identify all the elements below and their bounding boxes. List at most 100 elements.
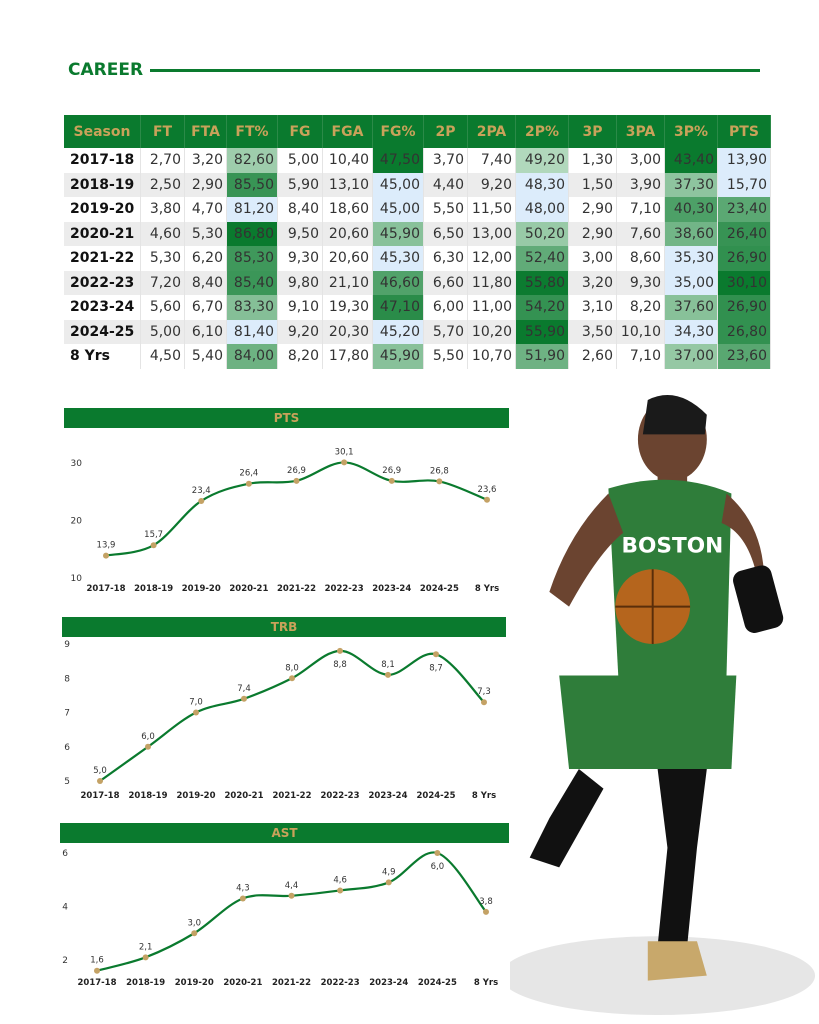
data-point[interactable] — [142, 954, 149, 961]
stat-cell: 81,40 — [226, 319, 278, 344]
stat-cell: 13,10 — [322, 172, 373, 197]
data-point[interactable] — [337, 647, 343, 654]
stat-cell: 81,20 — [226, 197, 278, 222]
data-label: 3,8 — [479, 897, 493, 907]
column-header[interactable]: FT — [140, 115, 185, 148]
stat-cell: 6,60 — [423, 270, 468, 295]
season-cell: 2023-24 — [64, 295, 141, 320]
stat-cell: 10,20 — [467, 319, 516, 344]
stat-cell: 13,00 — [467, 221, 516, 246]
stat-cell: 26,90 — [717, 246, 771, 271]
data-label: 6,0 — [431, 862, 445, 872]
data-label: 4,4 — [285, 881, 299, 891]
data-point[interactable] — [388, 477, 395, 484]
stat-cell: 82,60 — [226, 148, 278, 173]
stat-cell: 3,00 — [568, 246, 617, 271]
data-point[interactable] — [341, 459, 348, 466]
column-header[interactable]: 3P% — [664, 115, 718, 148]
stat-cell: 7,60 — [616, 221, 665, 246]
x-tick-label: 2020-21 — [223, 978, 262, 988]
stat-cell: 37,60 — [664, 295, 718, 320]
stat-cell: 23,60 — [717, 344, 771, 369]
season-cell: 2018-19 — [64, 172, 141, 197]
stat-cell: 2,70 — [140, 148, 185, 173]
stat-cell: 11,00 — [467, 295, 516, 320]
x-tick-label: 2018-19 — [134, 584, 173, 594]
x-tick-label: 2021-22 — [277, 584, 316, 594]
series-line — [96, 851, 487, 972]
stat-cell: 2,90 — [184, 172, 227, 197]
stat-cell: 23,40 — [717, 197, 771, 222]
data-label: 23,4 — [192, 486, 211, 496]
column-header[interactable]: FG% — [372, 115, 424, 148]
data-point[interactable] — [436, 478, 443, 485]
stat-cell: 5,90 — [277, 172, 323, 197]
stat-cell: 47,10 — [372, 295, 424, 320]
data-point[interactable] — [191, 930, 198, 937]
data-point[interactable] — [293, 477, 300, 484]
column-header[interactable]: Season — [64, 115, 141, 148]
column-header[interactable]: 2P — [423, 115, 468, 148]
stat-cell: 6,30 — [423, 246, 468, 271]
stat-cell: 8,60 — [616, 246, 665, 271]
data-point[interactable] — [198, 497, 205, 504]
column-header[interactable]: FT% — [226, 115, 278, 148]
stat-cell: 21,10 — [322, 270, 373, 295]
data-point[interactable] — [145, 743, 151, 750]
season-cell: 2019-20 — [64, 197, 141, 222]
y-tick-label: 6 — [62, 849, 68, 859]
stat-cell: 9,50 — [277, 221, 323, 246]
stat-cell: 86,80 — [226, 221, 278, 246]
data-label: 8,0 — [285, 663, 299, 673]
data-point[interactable] — [241, 695, 247, 702]
data-point[interactable] — [94, 967, 100, 974]
column-header[interactable]: 3PA — [616, 115, 665, 148]
data-point[interactable] — [433, 651, 439, 658]
data-point[interactable] — [337, 887, 344, 894]
table-row: 2021-22 5,30 6,20 85,30 9,30 20,60 45,30 6,30 12… — [64, 246, 771, 271]
season-cell: 2021-22 — [64, 246, 141, 271]
table-row: 2022-23 7,20 8,40 85,40 9,80 21,10 46,60 6,60 11… — [64, 270, 771, 295]
stat-cell: 2,90 — [568, 197, 617, 222]
data-point[interactable] — [483, 908, 489, 915]
data-label: 8,8 — [333, 660, 347, 670]
column-header[interactable]: PTS — [717, 115, 771, 148]
season-cell: 2024-25 — [64, 319, 141, 344]
data-point[interactable] — [385, 671, 391, 678]
stat-cell: 45,30 — [372, 246, 424, 271]
column-header[interactable]: FGA — [322, 115, 373, 148]
stat-cell: 5,00 — [140, 319, 185, 344]
stat-cell: 55,80 — [515, 270, 569, 295]
stat-cell: 9,30 — [277, 246, 323, 271]
data-point[interactable] — [245, 480, 252, 487]
data-point[interactable] — [239, 895, 246, 902]
data-point[interactable] — [103, 552, 109, 559]
x-tick-label: 2023-24 — [369, 978, 408, 988]
column-header[interactable]: 2PA — [467, 115, 516, 148]
data-point[interactable] — [97, 778, 103, 784]
column-header[interactable]: FG — [277, 115, 323, 148]
x-tick-label: 8 Yrs — [472, 791, 496, 801]
stat-cell: 5,60 — [140, 295, 185, 320]
data-point[interactable] — [289, 675, 295, 682]
season-cell: 2020-21 — [64, 221, 141, 246]
data-point[interactable] — [288, 892, 295, 899]
data-point[interactable] — [434, 850, 441, 856]
stat-cell: 9,20 — [277, 319, 323, 344]
season-cell: 2017-18 — [64, 148, 141, 173]
stat-cell: 9,10 — [277, 295, 323, 320]
column-header[interactable]: 2P% — [515, 115, 569, 148]
y-tick-label: 4 — [62, 903, 68, 913]
data-point[interactable] — [193, 709, 199, 716]
column-header[interactable]: 3P — [568, 115, 617, 148]
stat-cell: 15,70 — [717, 172, 771, 197]
data-point[interactable] — [385, 879, 392, 886]
stat-cell: 3,20 — [568, 270, 617, 295]
stat-cell: 3,80 — [140, 197, 185, 222]
y-tick-label: 8 — [64, 674, 70, 684]
data-point[interactable] — [150, 542, 157, 549]
column-header[interactable]: FTA — [184, 115, 227, 148]
data-point[interactable] — [481, 699, 487, 706]
data-point[interactable] — [484, 496, 490, 503]
